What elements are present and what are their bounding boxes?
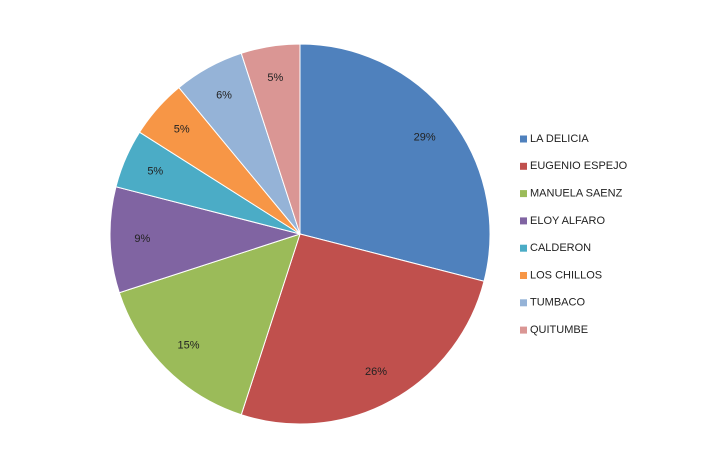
slice-label: 9%: [134, 233, 150, 245]
slice-label: 6%: [216, 90, 232, 102]
legend-label: MANUELA SAENZ: [530, 188, 623, 200]
slice-label: 5%: [267, 72, 283, 84]
legend-label: QUITUMBE: [530, 324, 588, 336]
legend-swatch: [520, 135, 527, 143]
legend-swatch: [520, 162, 527, 170]
legend-label: ELOY ALFARO: [530, 215, 605, 227]
pie-slice: [240, 43, 301, 235]
pie-slice: [240, 233, 485, 425]
legend-label: LA DELICIA: [530, 133, 589, 145]
pie-slice: [109, 186, 302, 294]
legend-swatch: [520, 217, 527, 225]
legend-swatch: [520, 244, 527, 252]
slice-label: 29%: [414, 131, 436, 143]
legend-label: LOS CHILLOS: [530, 269, 602, 281]
legend-label: EUGENIO ESPEJO: [530, 160, 628, 172]
slice-label: 5%: [174, 124, 190, 136]
legend-swatch: [520, 299, 527, 307]
legend-swatch: [520, 190, 527, 198]
legend-swatch: [520, 272, 527, 279]
pie-slice: [118, 233, 301, 416]
slice-label: 26%: [365, 366, 387, 378]
legend-label: TUMBACO: [530, 297, 585, 309]
legend-swatch: [520, 326, 527, 334]
legend-label: CALDERON: [530, 242, 591, 254]
slice-label: 15%: [177, 339, 199, 351]
slice-label: 5%: [147, 165, 163, 177]
pie-slice: [299, 43, 491, 282]
